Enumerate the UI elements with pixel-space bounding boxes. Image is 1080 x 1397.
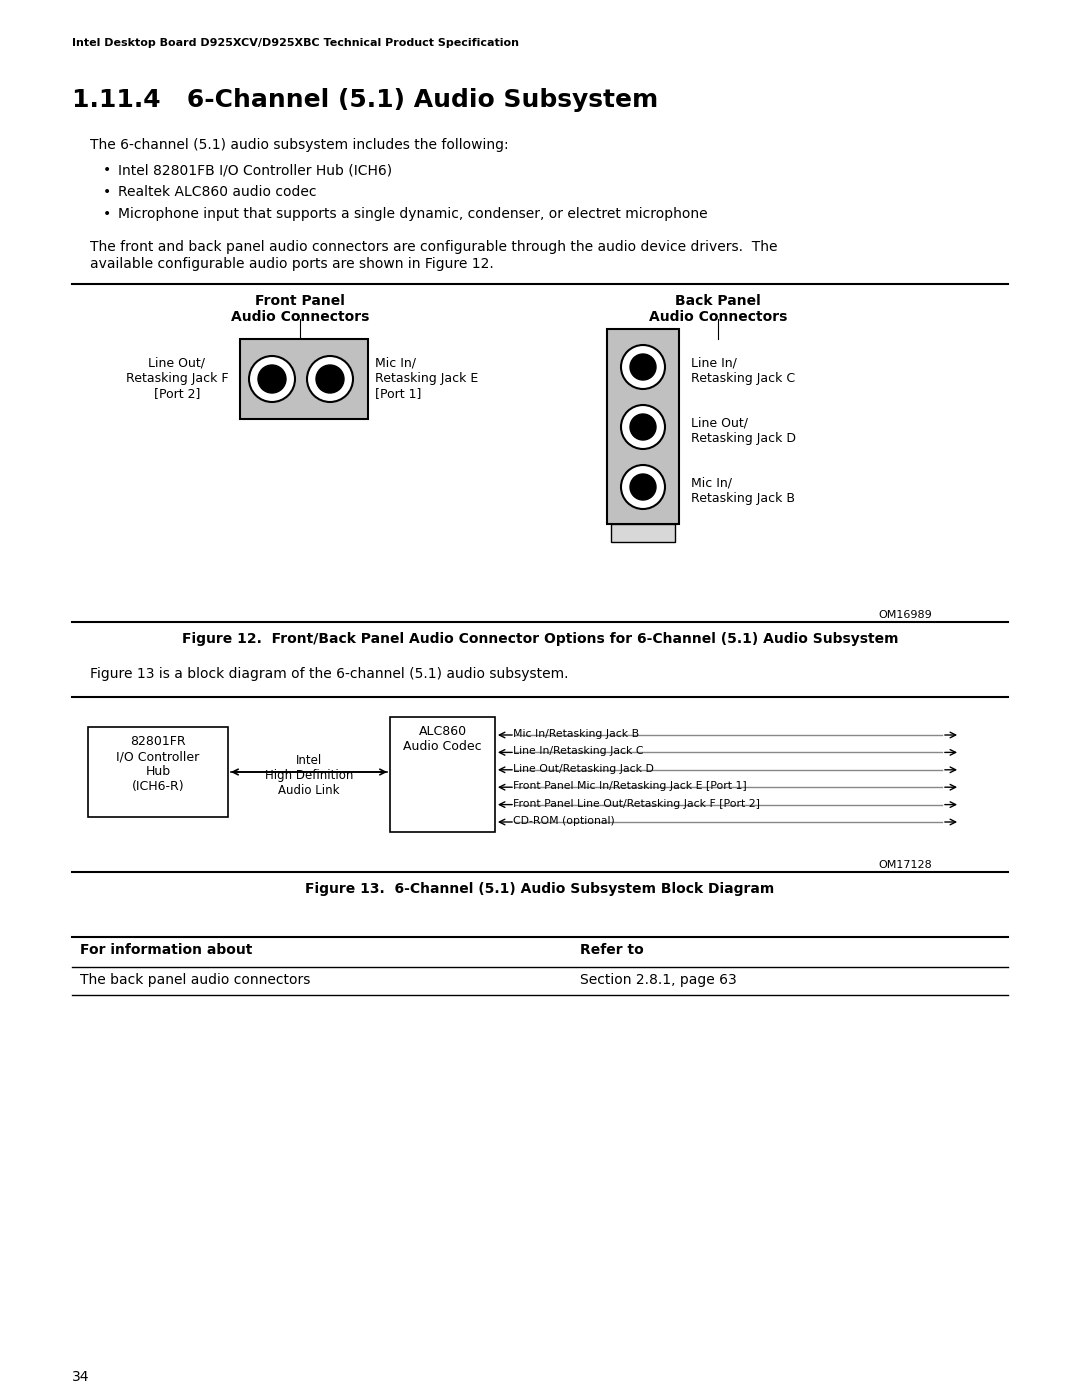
Text: OM16989: OM16989 [878, 610, 932, 620]
Text: Front Panel
Audio Connectors: Front Panel Audio Connectors [231, 293, 369, 324]
Text: Mic In/
Retasking Jack E
[Port 1]: Mic In/ Retasking Jack E [Port 1] [375, 358, 478, 400]
Text: Intel
High Definition
Audio Link: Intel High Definition Audio Link [265, 754, 353, 798]
Text: Intel Desktop Board D925XCV/D925XBC Technical Product Specification: Intel Desktop Board D925XCV/D925XBC Tech… [72, 38, 519, 47]
Text: Line Out/
Retasking Jack F
[Port 2]: Line Out/ Retasking Jack F [Port 2] [125, 358, 228, 400]
Circle shape [621, 405, 665, 448]
Text: Microphone input that supports a single dynamic, condenser, or electret micropho: Microphone input that supports a single … [118, 207, 707, 221]
Circle shape [249, 356, 295, 402]
Bar [390, 717, 495, 833]
Text: Front Panel Mic In/Retasking Jack E [Port 1]: Front Panel Mic In/Retasking Jack E [Por… [513, 781, 746, 791]
Bar [87, 726, 228, 817]
Bar [240, 339, 368, 419]
Text: •: • [103, 207, 111, 221]
Text: Line In/Retasking Jack C: Line In/Retasking Jack C [513, 746, 644, 756]
Circle shape [307, 356, 353, 402]
Circle shape [630, 414, 656, 440]
Text: The front and back panel audio connectors are configurable through the audio dev: The front and back panel audio connector… [90, 240, 778, 254]
Text: Line Out/Retasking Jack D: Line Out/Retasking Jack D [513, 764, 653, 774]
Text: CD-ROM (optional): CD-ROM (optional) [513, 816, 615, 826]
Text: The 6-channel (5.1) audio subsystem includes the following:: The 6-channel (5.1) audio subsystem incl… [90, 138, 509, 152]
Text: 1.11.4   6-Channel (5.1) Audio Subsystem: 1.11.4 6-Channel (5.1) Audio Subsystem [72, 88, 658, 112]
Text: The back panel audio connectors: The back panel audio connectors [80, 972, 310, 988]
Text: ALC860
Audio Codec: ALC860 Audio Codec [403, 725, 482, 753]
Circle shape [621, 465, 665, 509]
Circle shape [621, 345, 665, 388]
Text: Intel 82801FB I/O Controller Hub (ICH6): Intel 82801FB I/O Controller Hub (ICH6) [118, 163, 392, 177]
Text: •: • [103, 184, 111, 198]
Text: 34: 34 [72, 1370, 90, 1384]
Circle shape [316, 365, 345, 393]
Circle shape [630, 353, 656, 380]
Bar [607, 330, 679, 524]
Text: available configurable audio ports are shown in Figure 12.: available configurable audio ports are s… [90, 257, 494, 271]
Text: Figure 13.  6-Channel (5.1) Audio Subsystem Block Diagram: Figure 13. 6-Channel (5.1) Audio Subsyst… [306, 882, 774, 895]
Text: Figure 13 is a block diagram of the 6-channel (5.1) audio subsystem.: Figure 13 is a block diagram of the 6-ch… [90, 666, 568, 680]
Circle shape [630, 474, 656, 500]
Bar [611, 524, 675, 542]
Text: 82801FR
I/O Controller
Hub
(ICH6-R): 82801FR I/O Controller Hub (ICH6-R) [117, 735, 200, 793]
Text: For information about: For information about [80, 943, 253, 957]
Text: OM17128: OM17128 [878, 861, 932, 870]
Text: Line In/
Retasking Jack C: Line In/ Retasking Jack C [691, 358, 795, 386]
Text: Realtek ALC860 audio codec: Realtek ALC860 audio codec [118, 184, 316, 198]
Circle shape [258, 365, 286, 393]
Text: Front Panel Line Out/Retasking Jack F [Port 2]: Front Panel Line Out/Retasking Jack F [P… [513, 799, 760, 809]
Text: •: • [103, 163, 111, 177]
Text: Mic In/
Retasking Jack B: Mic In/ Retasking Jack B [691, 476, 795, 504]
Text: Line Out/
Retasking Jack D: Line Out/ Retasking Jack D [691, 416, 796, 446]
Text: Section 2.8.1, page 63: Section 2.8.1, page 63 [580, 972, 737, 988]
Text: Refer to: Refer to [580, 943, 644, 957]
Text: Back Panel
Audio Connectors: Back Panel Audio Connectors [649, 293, 787, 324]
Text: Mic In/Retasking Jack B: Mic In/Retasking Jack B [513, 729, 639, 739]
Text: Figure 12.  Front/Back Panel Audio Connector Options for 6-Channel (5.1) Audio S: Figure 12. Front/Back Panel Audio Connec… [181, 631, 899, 645]
